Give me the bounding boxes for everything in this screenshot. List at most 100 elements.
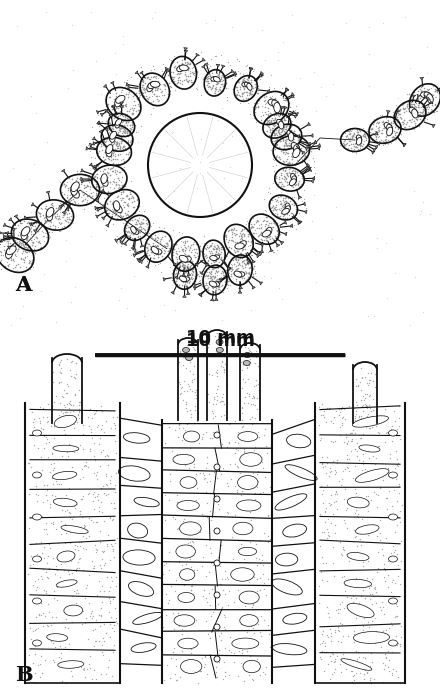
Point (125, 205, 132, 216)
Ellipse shape (33, 598, 41, 604)
Point (0, 240, 3, 251)
Point (125, 148, 132, 160)
Polygon shape (90, 146, 92, 149)
Point (370, 127, 377, 139)
Point (114, 137, 121, 148)
Point (352, 138, 359, 149)
Polygon shape (94, 165, 97, 168)
Point (190, 342, 197, 353)
Point (268, 430, 275, 442)
Point (208, 610, 215, 621)
Point (95, 147, 102, 158)
Point (432, 106, 439, 117)
Point (237, 472, 244, 483)
Point (115, 143, 122, 154)
Point (359, 448, 367, 459)
Point (181, 495, 188, 506)
Point (367, 402, 374, 414)
Point (77, 474, 84, 485)
Point (244, 81, 251, 92)
Point (213, 473, 220, 484)
Point (249, 102, 256, 113)
Point (30, 414, 37, 425)
Point (99, 546, 106, 557)
Point (91, 409, 98, 420)
Point (245, 360, 252, 371)
Point (112, 205, 119, 216)
Polygon shape (97, 208, 100, 211)
Point (104, 167, 111, 178)
Ellipse shape (209, 281, 217, 287)
Point (216, 75, 223, 86)
Point (390, 638, 397, 649)
Point (38, 422, 45, 433)
Polygon shape (182, 274, 185, 276)
Point (213, 256, 220, 267)
Point (216, 510, 224, 522)
Point (365, 311, 372, 322)
Point (51, 211, 59, 222)
Point (201, 256, 208, 267)
Point (348, 132, 356, 144)
Point (214, 69, 221, 80)
Point (403, 98, 411, 109)
Point (123, 88, 130, 99)
Polygon shape (136, 258, 139, 262)
Point (209, 252, 216, 263)
Point (158, 267, 165, 278)
Point (216, 631, 223, 642)
Point (227, 243, 235, 254)
Ellipse shape (279, 121, 284, 129)
Point (170, 238, 177, 249)
Point (179, 660, 186, 671)
Point (246, 229, 253, 240)
Point (174, 69, 181, 80)
Point (263, 215, 270, 226)
Point (216, 243, 223, 254)
Point (271, 216, 278, 228)
Polygon shape (12, 229, 15, 231)
Point (172, 513, 179, 524)
Point (129, 226, 136, 237)
Point (228, 265, 235, 276)
Point (70, 177, 77, 188)
Point (362, 393, 369, 404)
Point (221, 234, 228, 245)
Point (393, 638, 400, 650)
Point (339, 550, 346, 561)
Point (104, 99, 111, 111)
Point (109, 187, 116, 198)
Point (109, 140, 116, 151)
Point (238, 232, 245, 244)
Point (183, 242, 190, 253)
Point (267, 125, 274, 136)
Point (19, 253, 26, 265)
Point (219, 70, 226, 81)
Point (66, 395, 73, 407)
Point (127, 123, 134, 134)
Point (141, 310, 148, 321)
Point (385, 127, 392, 139)
Point (294, 164, 301, 175)
Point (271, 218, 278, 229)
Point (285, 128, 292, 139)
Point (110, 640, 117, 651)
Point (268, 130, 275, 141)
Polygon shape (234, 71, 237, 75)
Point (63, 378, 70, 389)
Point (251, 267, 258, 279)
Point (237, 247, 244, 258)
Point (322, 517, 329, 528)
Point (105, 140, 112, 151)
Point (43, 412, 50, 423)
Point (200, 277, 207, 288)
Point (205, 76, 212, 87)
Point (43, 216, 50, 228)
Point (204, 282, 211, 293)
Point (190, 458, 197, 470)
Point (162, 589, 169, 600)
Point (274, 244, 281, 256)
Point (107, 142, 114, 153)
Polygon shape (314, 140, 317, 143)
Point (395, 122, 402, 133)
